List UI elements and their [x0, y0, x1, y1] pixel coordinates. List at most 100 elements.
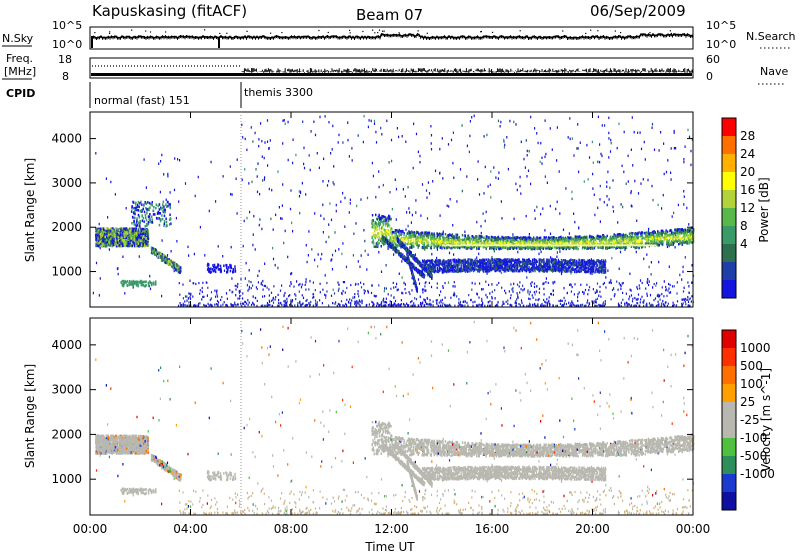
power-noise-pixel: [671, 147, 672, 150]
power-noise-pixel: [237, 212, 238, 215]
power-noise-pixel: [260, 122, 261, 125]
power-noise-pixel: [600, 220, 601, 223]
power-noise-pixel: [626, 183, 627, 186]
power-noise-pixel: [477, 178, 478, 181]
power-noise-pixel: [273, 228, 274, 231]
power-clutter-pixel: [262, 296, 263, 298]
power-clutter-pixel: [326, 290, 327, 292]
power-clutter-pixel: [373, 302, 374, 304]
power-noise-pixel: [500, 121, 501, 124]
power-noise-pixel: [623, 171, 624, 174]
power-clutter-pixel: [351, 299, 352, 301]
power-clutter-pixel: [480, 304, 481, 306]
power-clutter-pixel: [546, 298, 547, 300]
power-noise-pixel: [517, 189, 518, 192]
power-early-band-pixel: [146, 232, 148, 235]
power-clutter-pixel: [338, 290, 339, 292]
power-noise-pixel: [462, 124, 463, 127]
power-noise-pixel: [679, 274, 680, 277]
power-clutter-pixel: [224, 301, 225, 303]
power-clutter-pixel: [216, 303, 217, 305]
power-clutter-pixel: [627, 305, 628, 307]
power-noise-pixel: [374, 120, 375, 123]
power-noise-pixel: [431, 134, 432, 137]
power-early-band-pixel: [135, 235, 137, 238]
power-clutter-pixel: [505, 292, 506, 294]
power-clutter-pixel: [308, 288, 309, 290]
power-clutter-pixel: [649, 302, 650, 304]
power-clutter-pixel: [629, 296, 630, 298]
power-clutter-pixel: [310, 301, 311, 303]
power-noise-pixel: [620, 251, 621, 254]
power-early-patch-pixel: [149, 218, 151, 221]
power-clutter-pixel: [477, 305, 478, 307]
power-noise-pixel: [275, 264, 276, 267]
power-clutter-pixel: [509, 290, 510, 292]
power-noise-pixel: [609, 187, 610, 190]
power-noise-pixel: [569, 117, 570, 120]
power-clutter-pixel: [488, 301, 489, 303]
power-noise-pixel: [657, 295, 658, 298]
power-clutter-pixel: [683, 302, 684, 304]
power-early-band-pixel: [147, 230, 149, 233]
power-early-band-pixel: [123, 227, 125, 230]
power-noise-pixel: [336, 210, 337, 213]
nsearch-tick-bottom: 10^0: [706, 38, 736, 51]
power-clutter-pixel: [502, 301, 503, 303]
power-noise-pixel: [454, 285, 455, 288]
power-noise-pixel: [326, 241, 327, 244]
power-noise-pixel: [300, 192, 301, 195]
power-clutter-pixel: [244, 305, 245, 307]
power-clutter-pixel: [254, 304, 255, 306]
power-noise-pixel: [354, 296, 355, 299]
power-noise-pixel: [299, 190, 300, 193]
power-clutter-pixel: [553, 290, 554, 292]
power-clutter-pixel: [180, 302, 181, 304]
power-noise-pixel: [545, 175, 546, 178]
power-clutter-pixel: [357, 293, 358, 295]
power-clutter-pixel: [306, 299, 307, 301]
power-noise-pixel: [658, 204, 659, 207]
power-clutter-pixel: [431, 286, 432, 288]
power-clutter-pixel: [580, 284, 581, 286]
power-clutter-pixel: [642, 282, 643, 284]
power-clutter-pixel: [280, 290, 281, 292]
power-noise-pixel: [572, 198, 573, 201]
power-clutter-pixel: [587, 293, 588, 295]
nsearch-point: [150, 31, 151, 32]
power-noise-pixel: [287, 256, 288, 259]
power-clutter-pixel: [345, 303, 346, 305]
power-noise-pixel: [464, 231, 465, 234]
power-noise-pixel: [318, 253, 319, 256]
power-clutter-pixel: [199, 293, 200, 295]
power-noise-pixel: [666, 171, 667, 174]
power-noise-pixel: [115, 193, 116, 196]
power-noise-pixel: [509, 120, 510, 123]
power-early-patch-pixel: [160, 218, 162, 221]
power-clutter-pixel: [248, 304, 249, 306]
power-clutter-pixel: [381, 302, 382, 304]
power-noise-pixel: [352, 296, 353, 299]
power-noise-pixel: [647, 179, 648, 182]
power-clutter-pixel: [673, 305, 674, 307]
power-early-band-pixel: [108, 244, 110, 247]
power-noise-pixel: [501, 217, 502, 220]
power-early-band-pixel: [104, 233, 106, 236]
power-early-patch-pixel: [138, 222, 140, 225]
power-early-band-pixel: [143, 235, 145, 238]
power-noise-pixel: [188, 297, 189, 300]
power-clutter-pixel: [468, 294, 469, 296]
power-noise-pixel: [636, 220, 637, 223]
power-early-patch-pixel: [146, 212, 148, 215]
power-early-band-pixel: [102, 234, 104, 237]
power-clutter-pixel: [264, 285, 265, 287]
power-clutter-pixel: [541, 303, 542, 305]
power-noise-pixel: [167, 175, 168, 178]
power-early-band-pixel: [112, 235, 114, 238]
power-early-patch-pixel: [167, 201, 169, 204]
power-noise-pixel: [322, 180, 323, 183]
power-noise-pixel: [556, 159, 557, 162]
power-noise-pixel: [519, 185, 520, 188]
power-noise-pixel: [296, 280, 297, 283]
power-noise-pixel: [654, 149, 655, 152]
